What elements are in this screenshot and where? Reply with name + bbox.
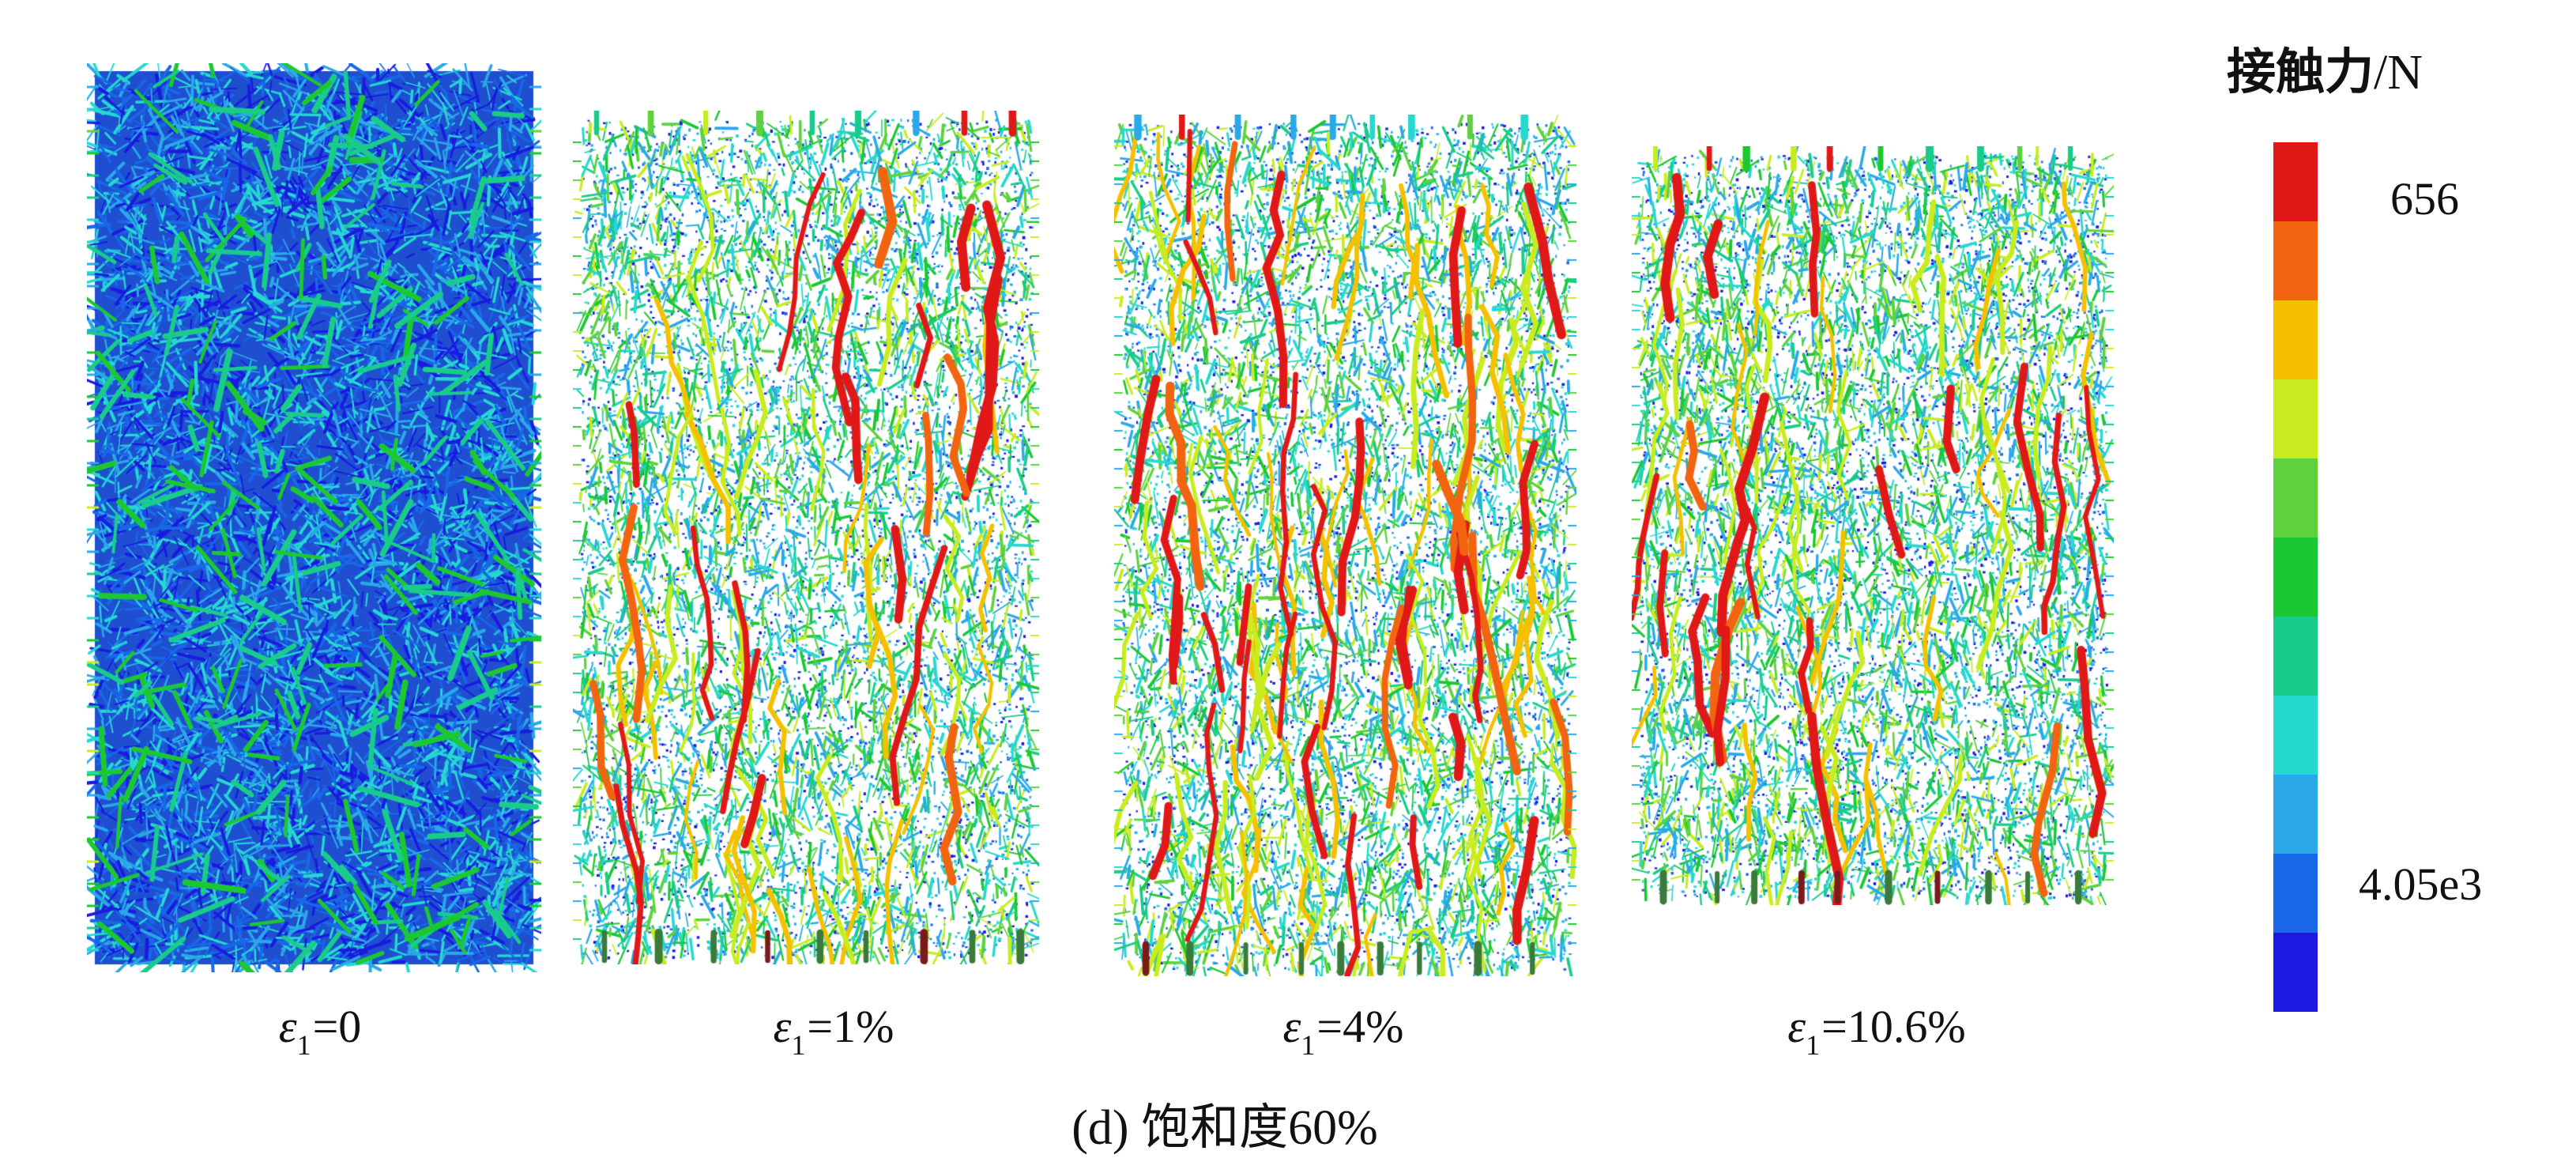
colorbar-title-unit: /N xyxy=(2374,46,2423,100)
colorbar-min-label: 4.05e3 xyxy=(2359,858,2483,910)
contact-force-network-image xyxy=(573,111,1039,964)
strain-label-3: ε1=4% xyxy=(1282,1001,1404,1061)
colorbar-segment xyxy=(2273,300,2318,379)
colorbar-segment xyxy=(2273,775,2318,854)
colorbar-segment xyxy=(2273,933,2318,1012)
contact-force-network-image xyxy=(1632,146,2114,905)
colorbar xyxy=(2273,142,2318,1012)
colorbar-segment xyxy=(2273,379,2318,458)
figure-caption: (d) 饱和度60% xyxy=(1071,1101,1378,1155)
colorbar-title-text: 接触力 xyxy=(2227,46,2375,100)
strain-label-1: ε1=0 xyxy=(278,1001,362,1061)
colorbar-segment xyxy=(2273,458,2318,538)
strain-label-2: ε1=1% xyxy=(773,1001,894,1061)
contact-force-network-image xyxy=(1114,115,1576,976)
colorbar-segment xyxy=(2273,617,2318,696)
colorbar-segment xyxy=(2273,854,2318,933)
colorbar-max-label: 656 xyxy=(2390,173,2459,224)
specimen-panel-3 xyxy=(1114,115,1576,976)
strain-label-4: ε1=10.6% xyxy=(1787,1001,1966,1061)
colorbar-segment xyxy=(2273,221,2318,300)
colorbar-segment xyxy=(2273,142,2318,221)
colorbar-title: 接触力/N xyxy=(2227,32,2423,103)
specimen-panel-2 xyxy=(573,111,1039,964)
specimen-panel-4 xyxy=(1632,146,2114,905)
specimen-panel-1 xyxy=(87,63,541,972)
colorbar-segment xyxy=(2273,538,2318,617)
colorbar-segment xyxy=(2273,696,2318,775)
contact-force-network-image xyxy=(87,63,541,972)
